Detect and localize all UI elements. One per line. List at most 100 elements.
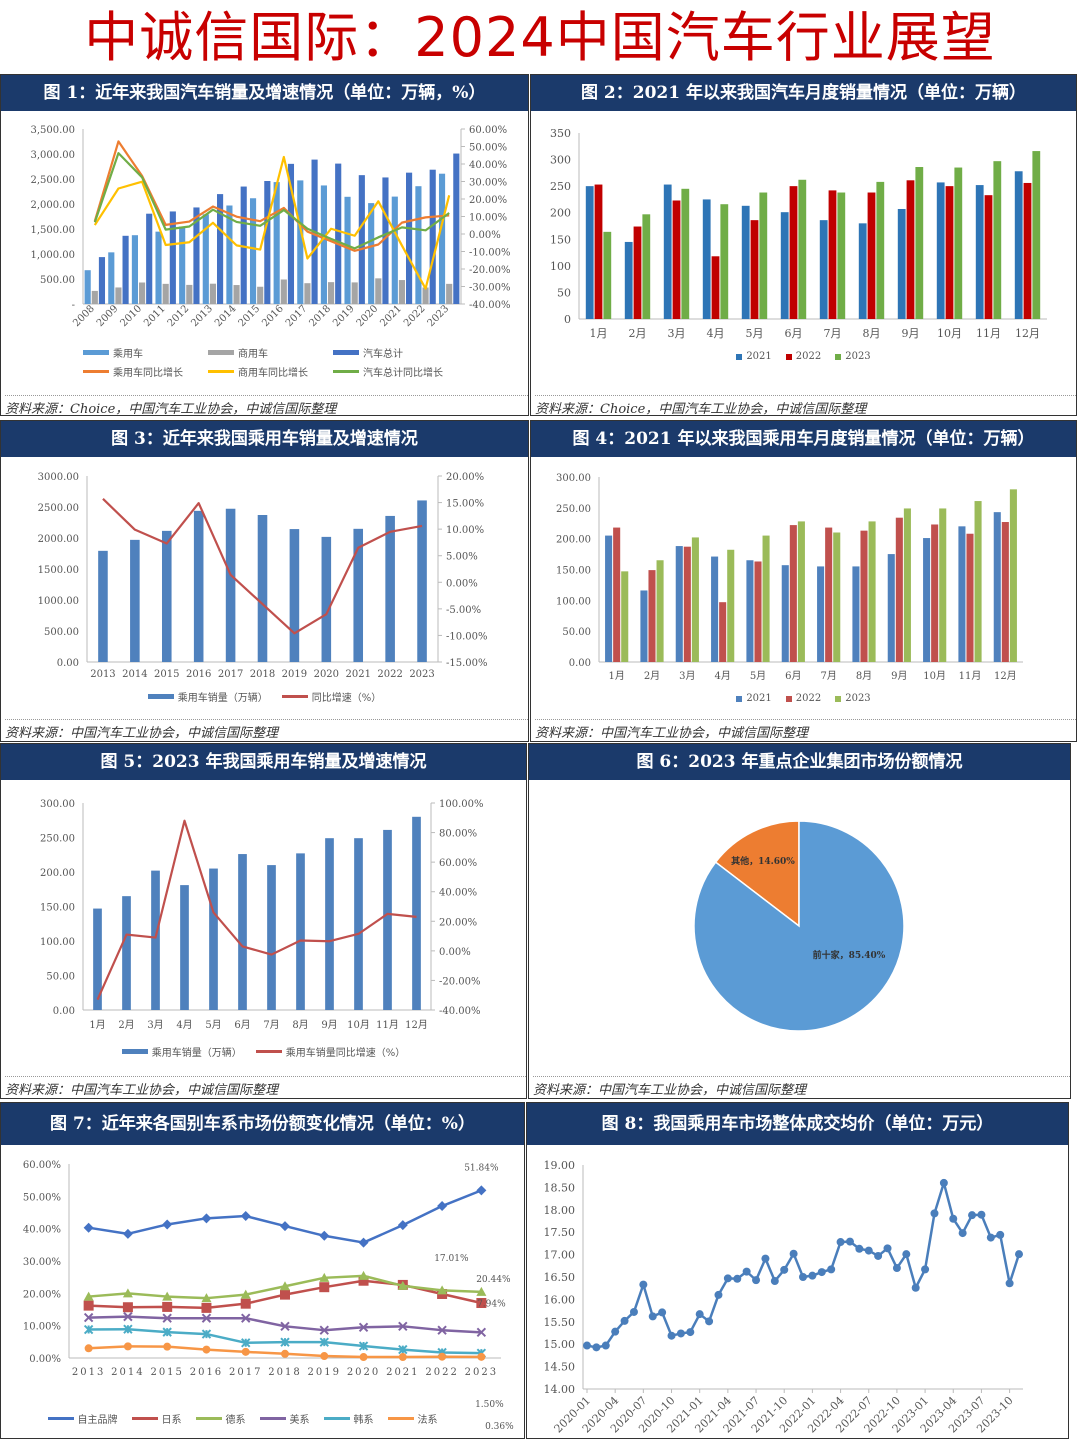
legend-label: 2023 [845, 351, 871, 362]
x-tick-label: 2018 [250, 669, 275, 680]
data-point [958, 1229, 967, 1238]
x-tick-label: 2月 [644, 670, 660, 682]
y2-tick-label: 50.00% [469, 143, 507, 154]
bar [422, 287, 429, 304]
legend-swatch [208, 350, 234, 355]
data-point [742, 1267, 751, 1276]
y-tick-label: - [72, 300, 75, 311]
y2-tick-label: 0.00% [446, 578, 478, 589]
figure-title: 图 3：近年来我国乘用车销量及增速情况 [1, 421, 528, 457]
bar-series-2022 [594, 180, 1032, 319]
bar [720, 204, 729, 319]
data-label: 51.84% [464, 1163, 499, 1173]
legend-label: 乘用车 [113, 349, 143, 360]
data-point [1015, 1250, 1023, 1259]
bar [267, 865, 276, 1010]
data-point [592, 1343, 601, 1352]
x-tick-label: 2009 [95, 303, 121, 329]
legend-item: 2022 [785, 693, 821, 704]
legend-label: 乘用车销量（万辆） [151, 1048, 242, 1059]
bar [257, 286, 264, 304]
bar [781, 565, 789, 662]
bar [93, 908, 102, 1010]
bar [344, 196, 351, 304]
bar [931, 524, 939, 662]
y-tick-label: 15.00 [544, 1338, 576, 1351]
data-label: 7.94% [477, 1299, 506, 1309]
legend-swatch [147, 694, 174, 699]
x-tick-label: 2015 [237, 303, 263, 329]
legend-swatch [83, 350, 109, 355]
data-point [629, 1307, 638, 1316]
data-point [977, 1210, 986, 1219]
bar [249, 198, 257, 304]
data-point [733, 1274, 742, 1283]
y-tick-label: 16.00 [544, 1293, 576, 1306]
bar [633, 226, 642, 319]
data-point [437, 1201, 448, 1212]
y2-tick-label: 20.00% [439, 917, 477, 928]
bar [98, 550, 108, 662]
y-tick-label: 20.00% [23, 1289, 61, 1300]
bar [797, 521, 805, 662]
data-point [163, 1342, 172, 1351]
page-title: 中诚信国际：2024中国汽车行业展望 [84, 6, 996, 69]
x-tick-label: 2010 [118, 303, 144, 329]
figure-6-panel: 图 6：2023 年重点企业集团市场份额情况 其他，14.60% 前十家，85.4… [528, 743, 1071, 1099]
figure-title: 图 5：2023 年我国乘用车销量及增速情况 [1, 744, 526, 780]
figure-title: 图 8：我国乘用车市场整体成交均价（单位：万元） [527, 1103, 1068, 1145]
legend-item: 韩系 [323, 1411, 374, 1426]
figure-7-panel: 图 7：近年来各国别车系市场份额变化情况（单位：%） 0.00% 10.00% 20… [0, 1102, 525, 1439]
y-tick-label: 50 [557, 286, 571, 299]
data-point [996, 1230, 1005, 1239]
y-tick-label: 1500.00 [38, 565, 79, 576]
y2-tick-label: 60.00% [439, 858, 477, 869]
y2-tick-label: 0.00% [469, 230, 501, 241]
bar [368, 203, 375, 304]
data-point [201, 1302, 212, 1313]
bar [122, 235, 129, 304]
bar [130, 539, 140, 662]
data-point [83, 1324, 94, 1335]
legend-label: 乘用车销量同比增速（%） [285, 1048, 406, 1059]
x-tick-label: 2021 [346, 669, 371, 680]
bar [98, 257, 106, 304]
source-note: 资料来源：中国汽车工业协会，中诚信国际整理 [5, 1076, 526, 1098]
y2-tick-label: 80.00% [439, 829, 477, 840]
y-tick-label: 18.00 [544, 1204, 576, 1217]
bar [202, 214, 209, 304]
y-tick-label: 50.00% [23, 1192, 61, 1203]
legend-item: 2021 [736, 693, 772, 704]
legend-swatch [47, 1417, 74, 1420]
legend-label: 2021 [746, 693, 772, 704]
y-tick-label: 0 [564, 313, 571, 326]
y-tick-label: 17.00 [544, 1249, 576, 1262]
pie-slice [714, 820, 800, 928]
y-tick-label: 1,500.00 [30, 225, 75, 236]
line-series-乘用车同比增长 [93, 140, 450, 252]
legend-item: 汽车总计 [333, 345, 458, 360]
legend-label: 自主品牌 [77, 1415, 118, 1426]
data-point [845, 1237, 854, 1246]
x-tick-label: 2022 [402, 303, 428, 329]
bar [594, 184, 603, 319]
legend-swatch [121, 1049, 148, 1054]
bar [858, 223, 867, 319]
data-point [968, 1211, 977, 1220]
data-point [280, 1337, 290, 1347]
legend-item: 2021 [736, 351, 772, 362]
bar [91, 290, 98, 304]
x-tick-label: 2021 [386, 1367, 419, 1378]
data-point [398, 1321, 408, 1332]
legend-label: 法系 [417, 1415, 438, 1426]
bar [155, 231, 162, 304]
data-point [892, 1264, 901, 1273]
legend-swatch [835, 353, 842, 360]
figure-4-panel: 图 4：2021 年以来我国乘用车月度销量情况（单位：万辆） 0.00 50.00… [530, 420, 1077, 742]
series-line [93, 152, 450, 250]
bar [325, 838, 334, 1010]
x-tick-label: 4月 [714, 670, 730, 682]
source-note: 资料来源：中国汽车工业协会，中诚信国际整理 [535, 719, 1076, 741]
data-point [122, 1288, 133, 1298]
x-tick-label: 9月 [902, 327, 920, 340]
